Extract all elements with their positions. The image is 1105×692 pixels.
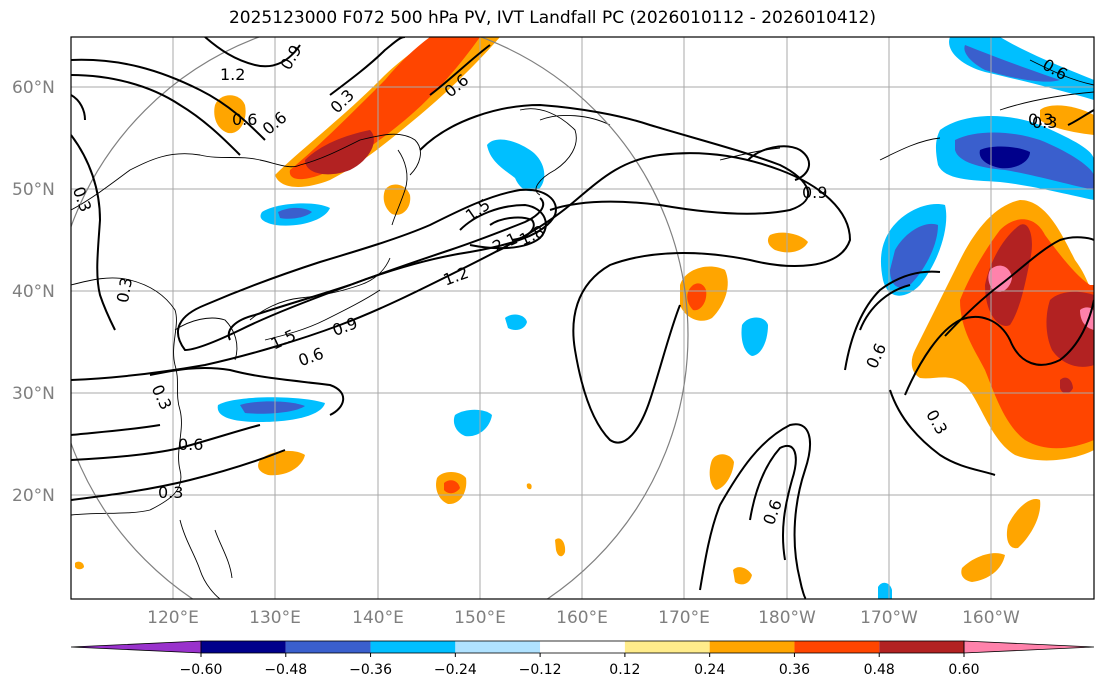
colorbar-tick-label: −0.24 [434,662,477,678]
contour-label: 0.3 [1032,113,1057,132]
colorbar-segment [624,641,710,653]
lon-label: 170°E [658,608,710,628]
domain-circle [71,37,689,599]
colorbar-max-extend [963,640,1095,654]
plot-frame [70,36,1095,600]
contour-label: 0.3 [1028,110,1053,129]
colorbar-tick-label: 0.60 [948,662,979,678]
lat-label: 50°N [12,180,55,200]
lon-label: 140°E [352,608,404,628]
colorbar-tick-label: −0.12 [519,662,562,678]
lat-label: 30°N [12,384,55,404]
colorbar-segment [201,641,286,653]
colorbar [70,640,1095,654]
colorbar-labels: −0.60 −0.48 −0.36 −0.24 −0.12 0.12 0.24 0.36 0.4… [180,653,980,678]
longitude-labels: 120°E 130°E 140°E 150°E 160°E 170°E 180°… [147,608,1020,628]
lat-label: 20°N [12,486,55,506]
coastlines [71,59,1094,599]
lat-label: 40°N [12,282,55,302]
graticule [71,37,1094,599]
contour-label: 1.2 [220,65,245,84]
lon-label: 130°E [249,608,301,628]
lat-label: 60°N [12,78,55,98]
lon-label: 150°E [454,608,506,628]
lon-label: 120°E [147,608,199,628]
colorbar-outline [200,640,965,654]
colorbar-segment [370,641,456,653]
colorbar-segment [794,641,880,653]
colorbar-segment [879,641,964,653]
colorbar-tick-label: 0.12 [609,662,640,678]
lon-label: 180°W [758,608,816,628]
contour-label: 0.3 [158,483,183,502]
colorbar-min-extend [70,640,202,654]
colorbar-tick-label: 0.24 [694,662,725,678]
colorbar-segment [709,641,795,653]
colorbar-tick-label: −0.60 [180,662,223,678]
contour-label: 0.3 [113,276,136,304]
contour-label: 0.6 [232,110,257,129]
contour-label: 0.9 [802,183,827,202]
colorbar-tick-label: −0.36 [349,662,392,678]
lon-label: 170°W [860,608,918,628]
colorbar-segment [285,641,371,653]
colorbar-segment [540,641,625,653]
contours [71,37,1094,599]
colorbar-segment [455,641,541,653]
lon-label: 160°E [556,608,608,628]
latitude-labels: 60°N 50°N 40°N 30°N 20°N [12,78,55,506]
colorbar-tick-label: −0.48 [264,662,307,678]
pv-shading [75,37,1094,599]
colorbar-tick-label: 0.36 [779,662,810,678]
map-title: 2025123000 F072 500 hPa PV, IVT Landfall… [228,8,876,28]
contour-label: 0.6 [178,435,203,454]
colorbar-tick-label: 0.48 [864,662,895,678]
lon-label: 160°W [962,608,1020,628]
